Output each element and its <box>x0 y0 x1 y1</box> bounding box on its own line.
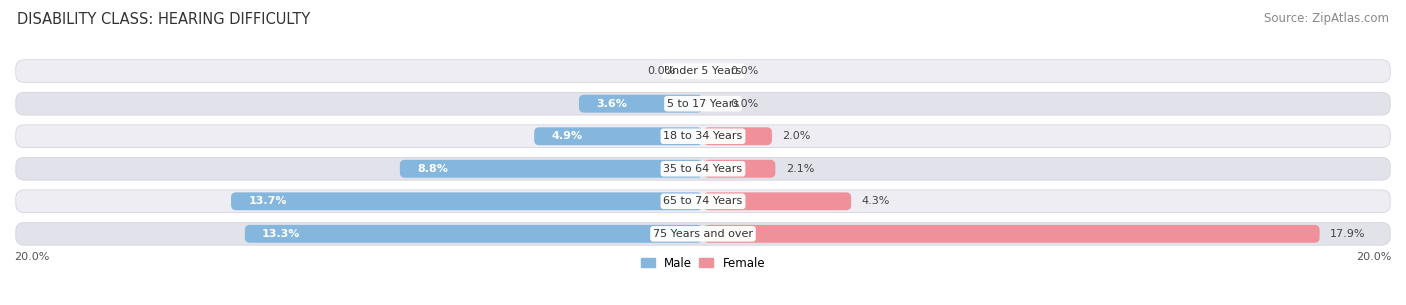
Text: 0.0%: 0.0% <box>647 66 675 76</box>
FancyBboxPatch shape <box>703 225 1320 243</box>
Text: 4.9%: 4.9% <box>551 131 582 141</box>
FancyBboxPatch shape <box>703 160 775 178</box>
Text: 13.3%: 13.3% <box>262 229 301 239</box>
Text: Under 5 Years: Under 5 Years <box>665 66 741 76</box>
Text: 17.9%: 17.9% <box>1330 229 1365 239</box>
Text: 20.0%: 20.0% <box>14 252 49 262</box>
FancyBboxPatch shape <box>15 60 1391 83</box>
FancyBboxPatch shape <box>231 192 703 210</box>
FancyBboxPatch shape <box>579 95 703 113</box>
FancyBboxPatch shape <box>15 190 1391 213</box>
Text: 3.6%: 3.6% <box>596 99 627 109</box>
Text: 2.0%: 2.0% <box>782 131 811 141</box>
Text: 2.1%: 2.1% <box>786 164 814 174</box>
FancyBboxPatch shape <box>534 127 703 145</box>
Text: Source: ZipAtlas.com: Source: ZipAtlas.com <box>1264 12 1389 25</box>
Text: 18 to 34 Years: 18 to 34 Years <box>664 131 742 141</box>
FancyBboxPatch shape <box>703 127 772 145</box>
FancyBboxPatch shape <box>15 125 1391 148</box>
FancyBboxPatch shape <box>399 160 703 178</box>
FancyBboxPatch shape <box>703 192 851 210</box>
FancyBboxPatch shape <box>15 157 1391 180</box>
Text: 0.0%: 0.0% <box>731 99 759 109</box>
Text: 20.0%: 20.0% <box>1357 252 1392 262</box>
FancyBboxPatch shape <box>245 225 703 243</box>
Text: 5 to 17 Years: 5 to 17 Years <box>666 99 740 109</box>
Text: 35 to 64 Years: 35 to 64 Years <box>664 164 742 174</box>
Text: 4.3%: 4.3% <box>862 196 890 206</box>
FancyBboxPatch shape <box>15 92 1391 115</box>
Legend: Male, Female: Male, Female <box>641 257 765 270</box>
Text: 8.8%: 8.8% <box>418 164 449 174</box>
Text: 0.0%: 0.0% <box>731 66 759 76</box>
Text: 13.7%: 13.7% <box>249 196 287 206</box>
Text: 65 to 74 Years: 65 to 74 Years <box>664 196 742 206</box>
Text: DISABILITY CLASS: HEARING DIFFICULTY: DISABILITY CLASS: HEARING DIFFICULTY <box>17 12 311 27</box>
Text: 75 Years and over: 75 Years and over <box>652 229 754 239</box>
FancyBboxPatch shape <box>15 222 1391 245</box>
